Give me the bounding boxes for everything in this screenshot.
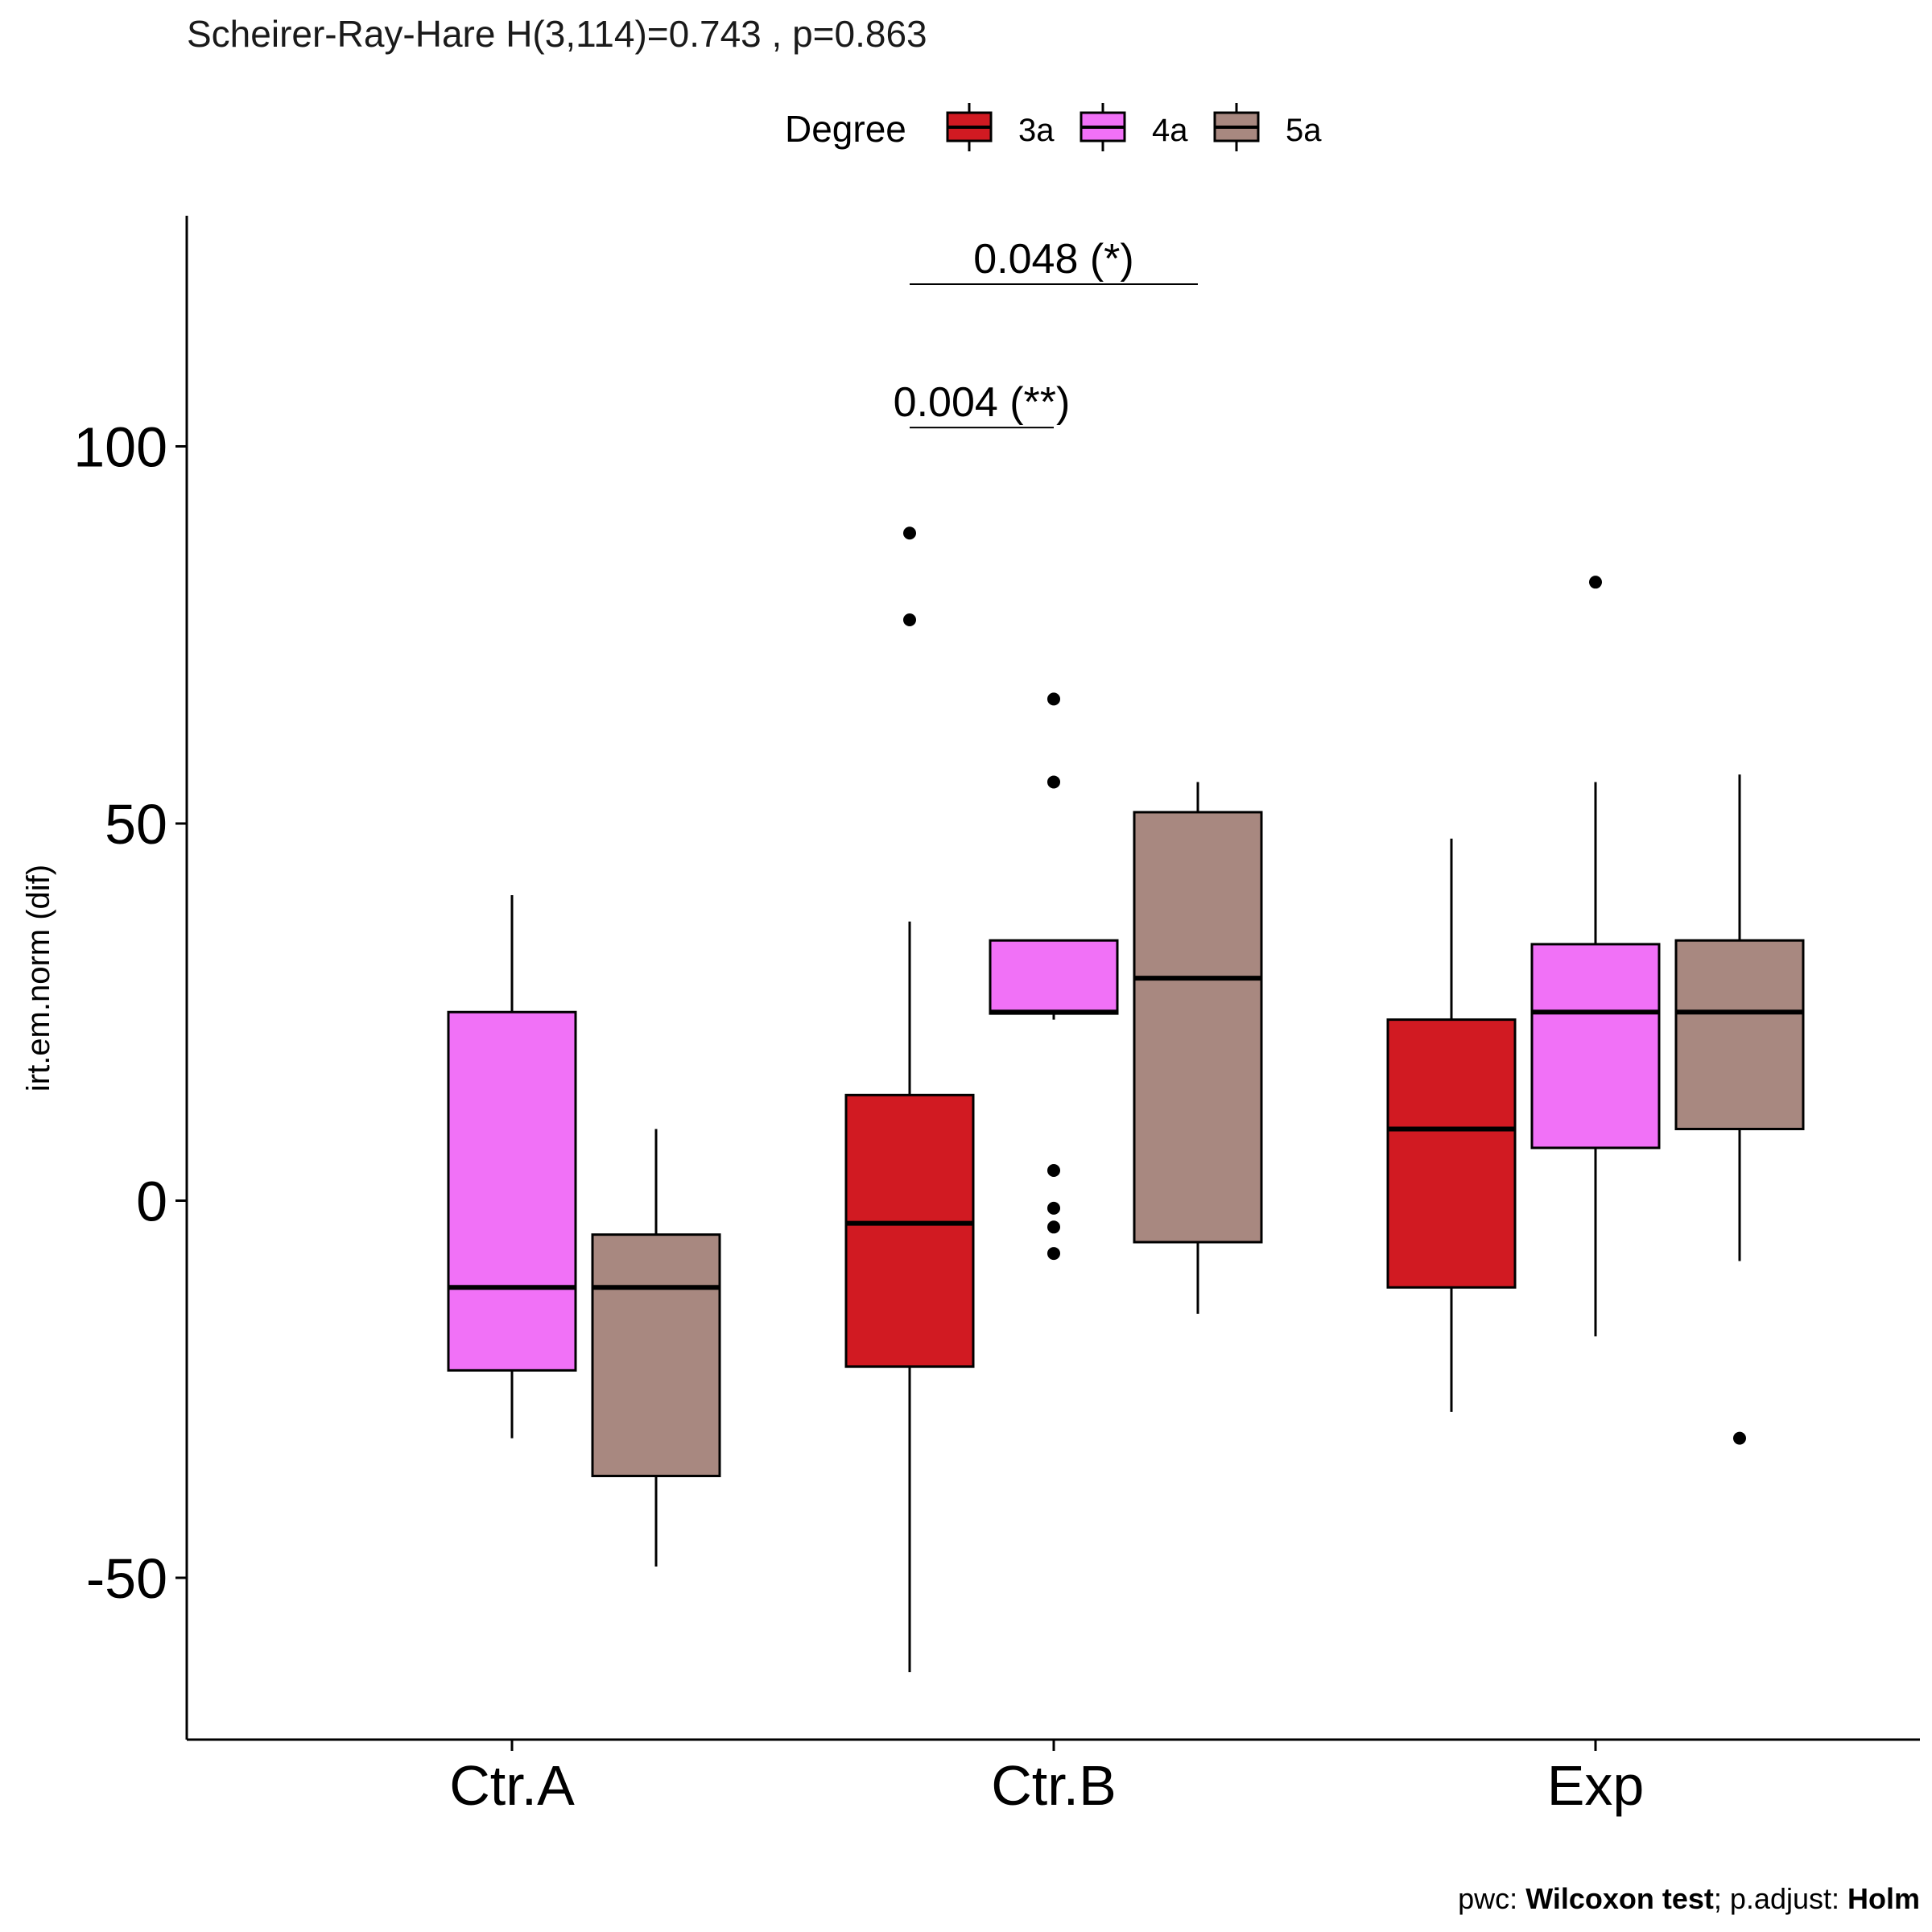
chart-subtitle: Scheirer-Ray-Hare H(3,114)=0.743 , p=0.8… xyxy=(187,13,927,55)
y-tick-label: -50 xyxy=(86,1547,167,1610)
x-tick-label: Ctr.B xyxy=(991,1754,1117,1817)
outlier-point xyxy=(1733,1431,1746,1445)
legend-title: Degree xyxy=(785,108,906,150)
box-body xyxy=(989,939,1119,1015)
box-5a-exp xyxy=(1674,774,1805,1445)
box-5a-ctrb xyxy=(1133,782,1263,1315)
legend-key-label: 5a xyxy=(1286,113,1322,148)
legend-key-label: 3a xyxy=(1018,113,1055,148)
outlier-point xyxy=(1047,1201,1060,1215)
comparison-bracket: 0.004 (**) xyxy=(894,379,1071,429)
outlier-point xyxy=(903,613,916,627)
outlier-point xyxy=(903,526,916,540)
outlier-point xyxy=(1589,576,1602,589)
box-body xyxy=(844,1093,975,1368)
outlier-point xyxy=(1047,1247,1060,1261)
caption-middle: ; p.adjust: xyxy=(1714,1882,1847,1915)
box-body xyxy=(1133,811,1263,1244)
caption-test: Wilcoxon test xyxy=(1525,1882,1714,1915)
box-body xyxy=(1386,1018,1517,1289)
x-axis: Ctr.A Ctr.B Exp xyxy=(187,1738,1920,1817)
y-tick-label: 100 xyxy=(73,416,167,479)
outlier-point xyxy=(1047,1164,1060,1178)
box-body xyxy=(447,1010,577,1372)
legend-key-5a: 5a xyxy=(1213,103,1322,151)
y-axis: -50 0 50 100 irt.em.norm (dif) xyxy=(21,216,188,1740)
outlier-point xyxy=(1047,692,1060,706)
significance-annotations: 0.004 (**) 0.048 (*) xyxy=(894,236,1198,429)
box-4a-ctrb xyxy=(989,692,1119,1261)
y-tick-label: 0 xyxy=(136,1170,167,1233)
outlier-point xyxy=(1047,1220,1060,1234)
y-axis-label: irt.em.norm (dif) xyxy=(21,865,56,1092)
p-value-label: 0.048 (*) xyxy=(973,236,1133,283)
legend: Degree 3a 4a 5a xyxy=(785,103,1322,151)
caption-prefix: pwc: xyxy=(1458,1882,1525,1915)
legend-key-3a: 3a xyxy=(946,103,1055,151)
comparison-bracket: 0.048 (*) xyxy=(910,236,1198,286)
p-value-label: 0.004 (**) xyxy=(894,379,1071,426)
box-3a-exp xyxy=(1386,838,1517,1412)
box-body xyxy=(591,1233,721,1478)
legend-key-label: 4a xyxy=(1152,113,1188,148)
legend-key-4a: 4a xyxy=(1080,103,1188,151)
box-4a-exp xyxy=(1530,576,1661,1337)
y-tick-label: 50 xyxy=(105,793,167,856)
box-4a-ctra xyxy=(447,895,577,1439)
box-5a-ctra xyxy=(591,1129,721,1567)
caption-method: Holm xyxy=(1847,1882,1920,1915)
box-body xyxy=(1530,943,1661,1150)
caption: pwc: Wilcoxon test; p.adjust: Holm xyxy=(1458,1882,1920,1915)
x-tick-label: Ctr.A xyxy=(449,1754,575,1817)
outlier-point xyxy=(1047,775,1060,789)
x-tick-label: Exp xyxy=(1547,1754,1645,1817)
box-3a-ctrb xyxy=(844,526,975,1673)
boxplots xyxy=(447,526,1805,1673)
box-body xyxy=(1674,939,1805,1130)
